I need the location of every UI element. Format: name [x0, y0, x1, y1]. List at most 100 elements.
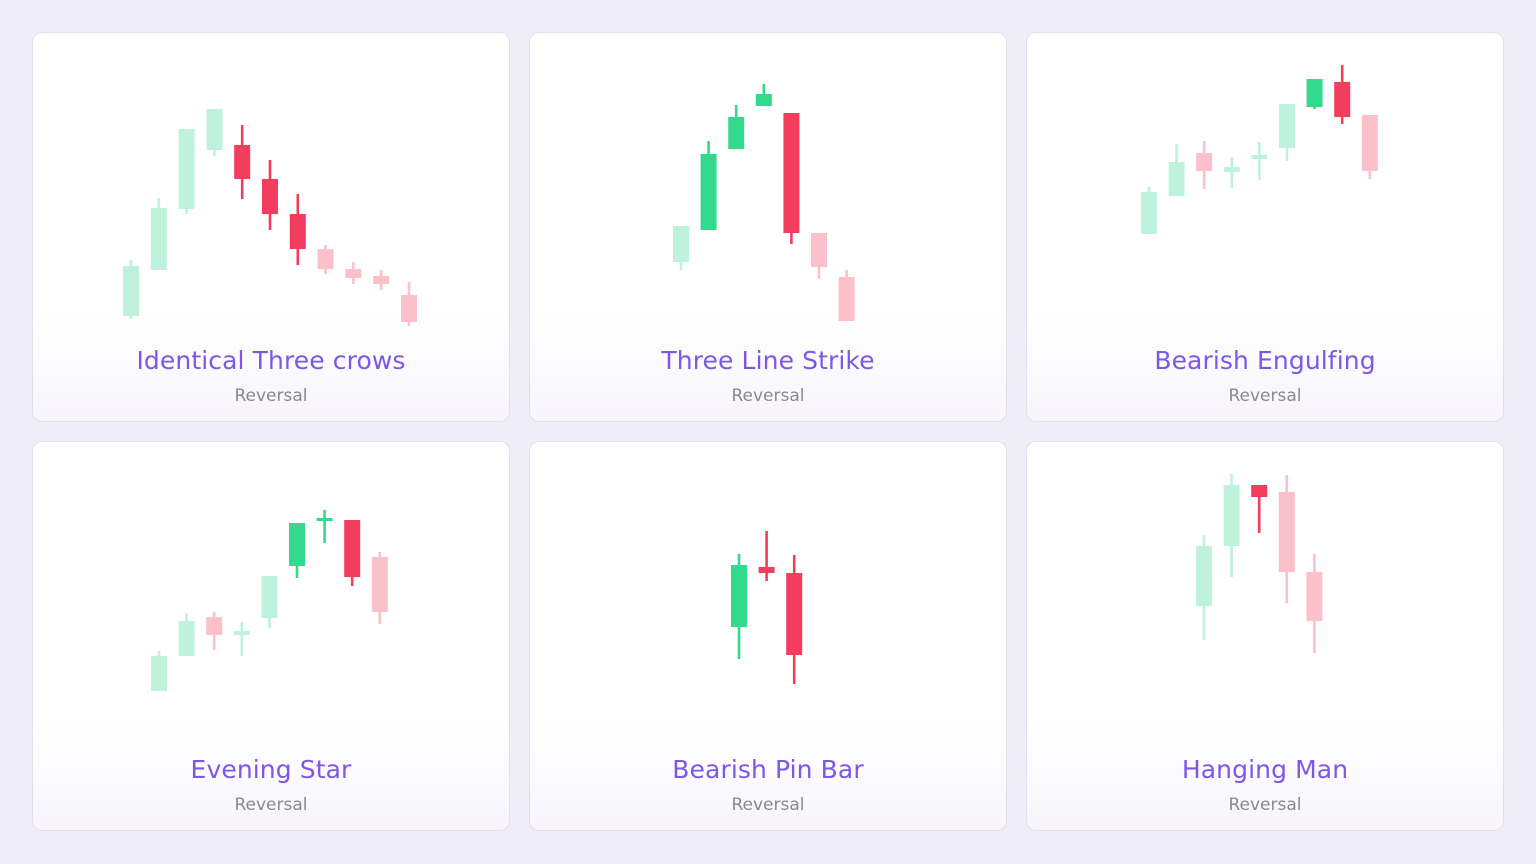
- candle: [758, 531, 775, 581]
- candle-body: [233, 631, 250, 635]
- candle: [1278, 475, 1295, 603]
- candle: [178, 613, 195, 656]
- candle-body: [786, 573, 803, 655]
- candle: [123, 260, 139, 319]
- candle-body: [1306, 572, 1323, 621]
- candle: [1306, 79, 1323, 109]
- candlestick-chart: [151, 510, 388, 691]
- pattern-title: Identical Three crows: [136, 346, 406, 375]
- candle: [783, 113, 800, 244]
- candle-body: [1279, 104, 1295, 148]
- candle-body: [344, 520, 361, 577]
- candle-body: [373, 276, 390, 284]
- candle: [1168, 144, 1185, 196]
- candle-body: [673, 226, 689, 262]
- candle: [786, 555, 803, 684]
- candle: [316, 510, 333, 543]
- candle-body: [262, 179, 278, 214]
- candle: [289, 523, 305, 578]
- candle-body: [345, 269, 362, 278]
- candle: [1251, 485, 1268, 533]
- candle-body: [1196, 546, 1212, 606]
- pattern-card-three-line-strike[interactable]: Three Line Strike Reversal: [529, 32, 1007, 422]
- candle-body: [1141, 192, 1157, 234]
- candle: [1279, 104, 1295, 161]
- pattern-card-hanging-man[interactable]: Hanging Man Reversal: [1026, 441, 1504, 831]
- candle: [1251, 142, 1268, 180]
- pattern-category: Reversal: [234, 386, 308, 406]
- candle-body: [289, 523, 305, 566]
- candle: [1361, 115, 1378, 179]
- candle: [838, 270, 855, 321]
- candle: [1196, 535, 1212, 640]
- candle-body: [316, 518, 333, 521]
- candle-body: [1306, 79, 1323, 107]
- candle-body: [758, 567, 775, 573]
- candle: [206, 612, 223, 650]
- pattern-title: Bearish Pin Bar: [672, 755, 864, 784]
- candlestick-chart: [731, 531, 803, 684]
- candle: [1223, 474, 1240, 577]
- candle: [234, 125, 251, 199]
- candlestick-chart: [123, 109, 417, 326]
- candle-body: [755, 94, 772, 106]
- candle-body: [838, 277, 855, 321]
- candle-body: [1361, 115, 1378, 171]
- candle: [1223, 157, 1240, 188]
- candlestick-chart: [673, 84, 855, 321]
- candle: [1196, 141, 1213, 189]
- pattern-card-bearish-engulfing[interactable]: Bearish Engulfing Reversal: [1026, 32, 1504, 422]
- candle-body: [1251, 155, 1268, 159]
- candle-body: [1168, 162, 1185, 196]
- candle-body: [206, 617, 223, 635]
- candle-body: [261, 576, 278, 618]
- candle-body: [811, 233, 827, 267]
- pattern-category: Reversal: [731, 795, 805, 815]
- candle-body: [401, 295, 417, 322]
- candle: [673, 226, 689, 270]
- candle-body: [289, 214, 306, 249]
- candle-body: [178, 621, 195, 656]
- candle: [755, 84, 772, 106]
- pattern-title: Bearish Engulfing: [1154, 346, 1376, 375]
- pattern-category: Reversal: [234, 795, 308, 815]
- candle: [731, 554, 747, 659]
- candle-body: [1278, 492, 1295, 572]
- candle-body: [206, 109, 223, 150]
- candle-body: [317, 249, 334, 269]
- candlestick-chart: [1196, 474, 1323, 653]
- candle: [233, 622, 250, 656]
- candle: [1306, 554, 1323, 653]
- candle-body: [1223, 167, 1240, 172]
- candle-body: [700, 154, 717, 230]
- candle: [151, 651, 167, 691]
- pattern-card-bearish-pin-bar[interactable]: Bearish Pin Bar Reversal: [529, 441, 1007, 831]
- candle: [178, 129, 195, 214]
- candle-body: [151, 656, 167, 691]
- candle: [262, 160, 278, 230]
- candle: [1334, 65, 1351, 124]
- candle: [401, 282, 417, 326]
- candle: [150, 198, 167, 270]
- candle-body: [731, 565, 747, 627]
- pattern-card-evening-star[interactable]: Evening Star Reversal: [32, 441, 510, 831]
- candle: [345, 262, 362, 284]
- candle: [206, 109, 223, 156]
- candle-body: [1251, 485, 1268, 497]
- candle-body: [234, 145, 251, 179]
- candle: [261, 576, 278, 628]
- pattern-card-identical-three-crows[interactable]: Identical Three crows Reversal: [32, 32, 510, 422]
- pattern-category: Reversal: [1228, 795, 1302, 815]
- candle: [289, 194, 306, 265]
- candle-body: [178, 129, 195, 209]
- candle-body: [1196, 153, 1213, 171]
- candle: [700, 141, 717, 230]
- pattern-title: Three Line Strike: [661, 346, 875, 375]
- candle: [728, 105, 745, 149]
- candlestick-chart: [1141, 65, 1378, 234]
- candle: [811, 233, 827, 279]
- pattern-category: Reversal: [1228, 386, 1302, 406]
- candle-body: [783, 113, 800, 233]
- candle-body: [728, 117, 745, 149]
- candle: [317, 245, 334, 274]
